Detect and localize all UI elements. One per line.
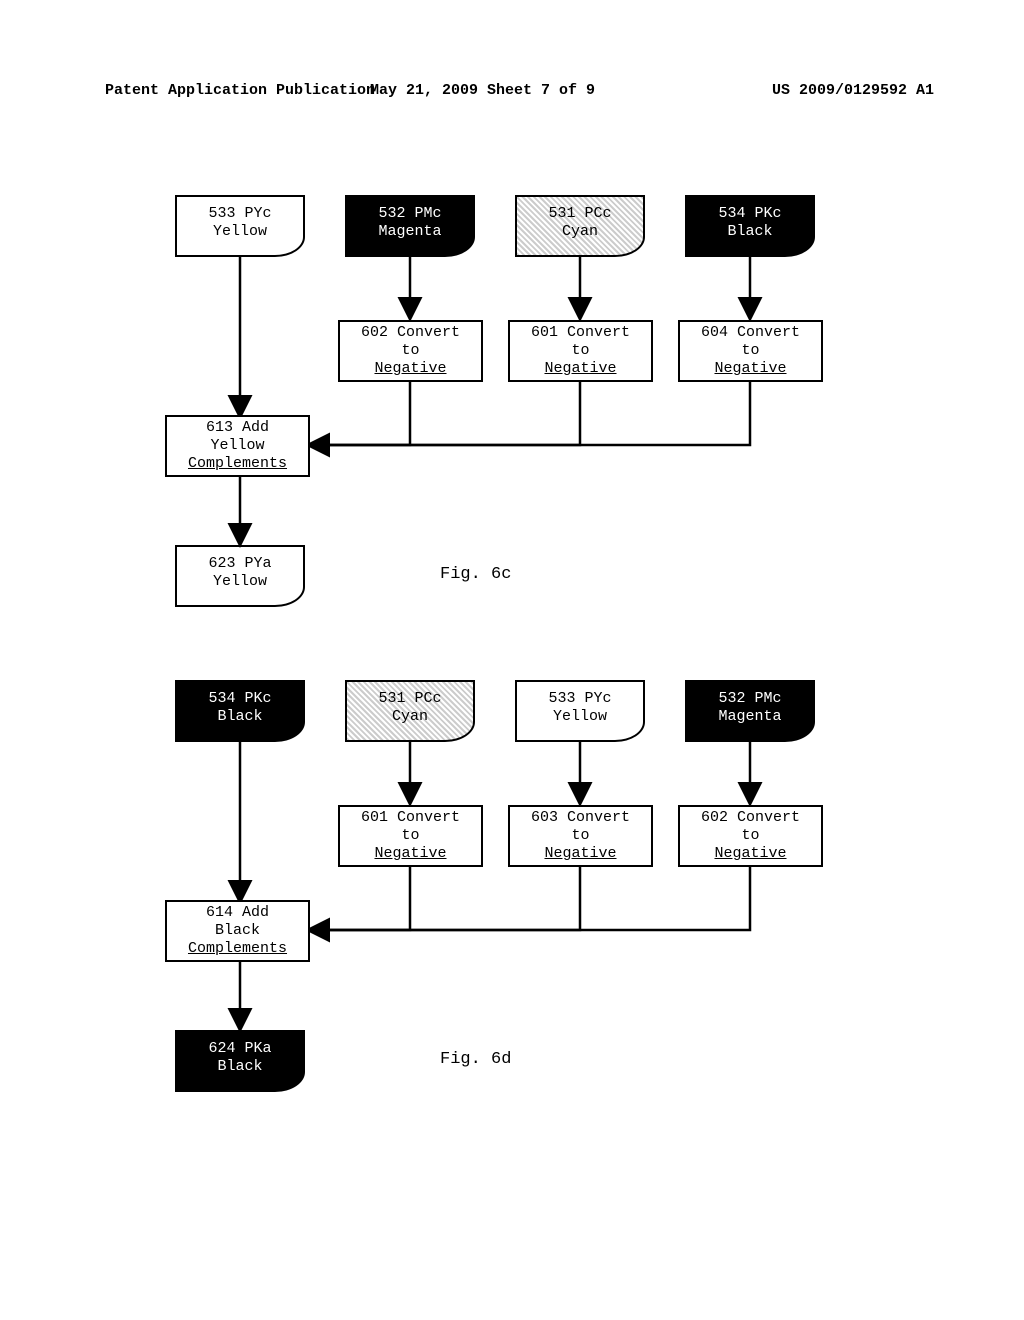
node-dp601-line1: to: [401, 827, 419, 845]
node-d532m: 532 PMcMagenta: [685, 680, 815, 742]
node-n532m-line0: 532 PMc: [378, 205, 441, 223]
edge-p601-p613: [310, 382, 580, 445]
node-p604-line2: Negative: [714, 360, 786, 378]
node-n532m-line1: Magenta: [378, 223, 441, 241]
node-d624k-line0: 624 PKa: [208, 1040, 271, 1058]
node-d624k: 624 PKaBlack: [175, 1030, 305, 1092]
node-n533y-line1: Yellow: [213, 223, 267, 241]
node-dp602-line1: to: [741, 827, 759, 845]
node-n623y: 623 PYaYellow: [175, 545, 305, 607]
node-d534k-line0: 534 PKc: [208, 690, 271, 708]
node-dp601-line0: 601 Convert: [361, 809, 460, 827]
header-pubno: US 2009/0129592 A1: [772, 82, 934, 99]
figure-6c: Fig. 6c 533 PYcYellow532 PMcMagenta531 P…: [120, 195, 880, 625]
node-p604-line0: 604 Convert: [701, 324, 800, 342]
node-d624k-line1: Black: [217, 1058, 262, 1076]
node-n531c: 531 PCcCyan: [515, 195, 645, 257]
node-dp601: 601 ConverttoNegative: [338, 805, 483, 867]
header-date-sheet: May 21, 2009 Sheet 7 of 9: [370, 82, 595, 99]
node-n534k-line1: Black: [727, 223, 772, 241]
node-n531c-line1: Cyan: [562, 223, 598, 241]
edge-p602-p613: [310, 382, 410, 445]
node-d534k-line1: Black: [217, 708, 262, 726]
node-n623y-line0: 623 PYa: [208, 555, 271, 573]
node-dp601-line2: Negative: [374, 845, 446, 863]
node-d533y-line0: 533 PYc: [548, 690, 611, 708]
node-dp602: 602 ConverttoNegative: [678, 805, 823, 867]
node-dp603-line2: Negative: [544, 845, 616, 863]
figure-6d-label: Fig. 6d: [440, 1050, 511, 1069]
edge-dp603-dp614: [310, 867, 580, 930]
node-p602-line2: Negative: [374, 360, 446, 378]
node-p604: 604 ConverttoNegative: [678, 320, 823, 382]
node-p613-line0: 613 Add: [206, 419, 269, 437]
node-dp614-line2: Complements: [188, 940, 287, 958]
node-d531c-line1: Cyan: [392, 708, 428, 726]
node-p602-line0: 602 Convert: [361, 324, 460, 342]
node-p613: 613 AddYellowComplements: [165, 415, 310, 477]
node-p601: 601 ConverttoNegative: [508, 320, 653, 382]
node-n534k-line0: 534 PKc: [718, 205, 781, 223]
node-dp602-line0: 602 Convert: [701, 809, 800, 827]
edge-dp602-dp614: [310, 867, 750, 930]
node-dp603-line0: 603 Convert: [531, 809, 630, 827]
figure-6c-label: Fig. 6c: [440, 565, 511, 584]
node-p604-line1: to: [741, 342, 759, 360]
edge-p604-p613: [310, 382, 750, 445]
node-d534k: 534 PKcBlack: [175, 680, 305, 742]
node-d533y: 533 PYcYellow: [515, 680, 645, 742]
node-n533y-line0: 533 PYc: [208, 205, 271, 223]
node-n534k: 534 PKcBlack: [685, 195, 815, 257]
node-p601-line2: Negative: [544, 360, 616, 378]
figure-6d: Fig. 6d 534 PKcBlack531 PCcCyan533 PYcYe…: [120, 680, 880, 1110]
node-dp614-line0: 614 Add: [206, 904, 269, 922]
header-publication: Patent Application Publication: [105, 82, 375, 99]
node-n532m: 532 PMcMagenta: [345, 195, 475, 257]
node-p602: 602 ConverttoNegative: [338, 320, 483, 382]
node-n531c-line0: 531 PCc: [548, 205, 611, 223]
node-d531c: 531 PCcCyan: [345, 680, 475, 742]
node-dp614-line1: Black: [215, 922, 260, 940]
node-d532m-line1: Magenta: [718, 708, 781, 726]
node-dp614: 614 AddBlackComplements: [165, 900, 310, 962]
node-dp603-line1: to: [571, 827, 589, 845]
node-n533y: 533 PYcYellow: [175, 195, 305, 257]
node-p602-line1: to: [401, 342, 419, 360]
node-p601-line0: 601 Convert: [531, 324, 630, 342]
edge-dp601-dp614: [310, 867, 410, 930]
node-d531c-line0: 531 PCc: [378, 690, 441, 708]
node-dp602-line2: Negative: [714, 845, 786, 863]
node-p613-line2: Complements: [188, 455, 287, 473]
node-p613-line1: Yellow: [210, 437, 264, 455]
node-d533y-line1: Yellow: [553, 708, 607, 726]
node-n623y-line1: Yellow: [213, 573, 267, 591]
node-d532m-line0: 532 PMc: [718, 690, 781, 708]
node-p601-line1: to: [571, 342, 589, 360]
node-dp603: 603 ConverttoNegative: [508, 805, 653, 867]
